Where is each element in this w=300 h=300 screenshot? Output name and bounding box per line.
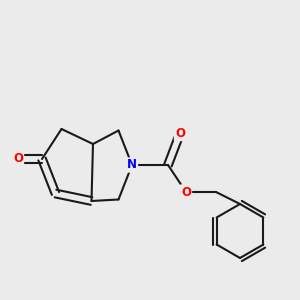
Text: N: N: [127, 158, 137, 172]
Text: O: O: [181, 185, 191, 199]
Text: O: O: [13, 152, 23, 166]
Text: O: O: [175, 127, 185, 140]
